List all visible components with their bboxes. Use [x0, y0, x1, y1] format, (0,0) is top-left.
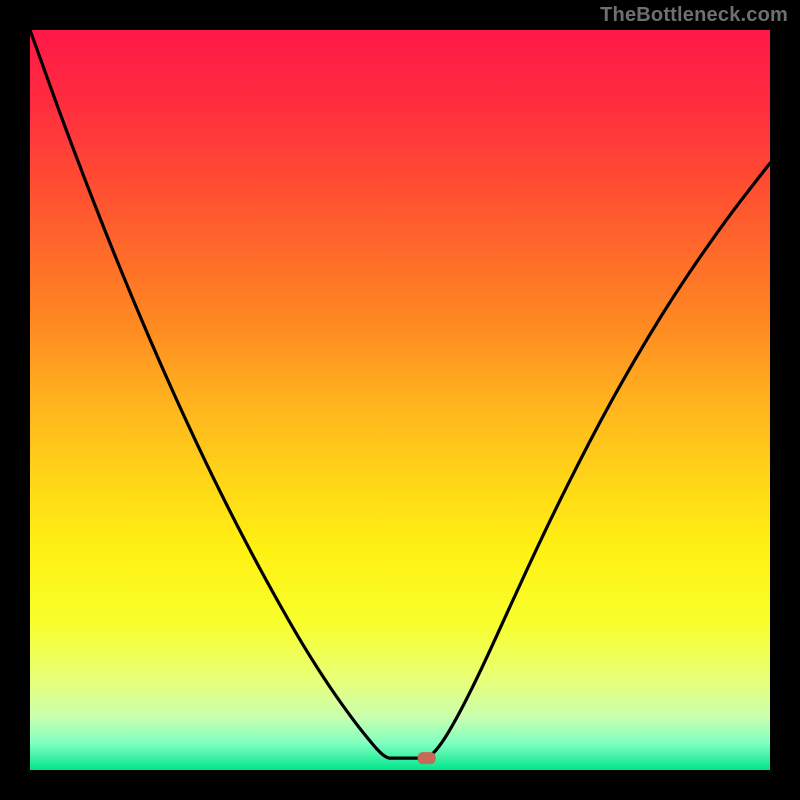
optimum-marker [418, 752, 436, 764]
plot-area [30, 30, 770, 770]
chart-frame: TheBottleneck.com [0, 0, 800, 800]
watermark-text: TheBottleneck.com [600, 4, 788, 27]
curve-layer [30, 30, 770, 770]
bottleneck-curve [30, 30, 770, 758]
